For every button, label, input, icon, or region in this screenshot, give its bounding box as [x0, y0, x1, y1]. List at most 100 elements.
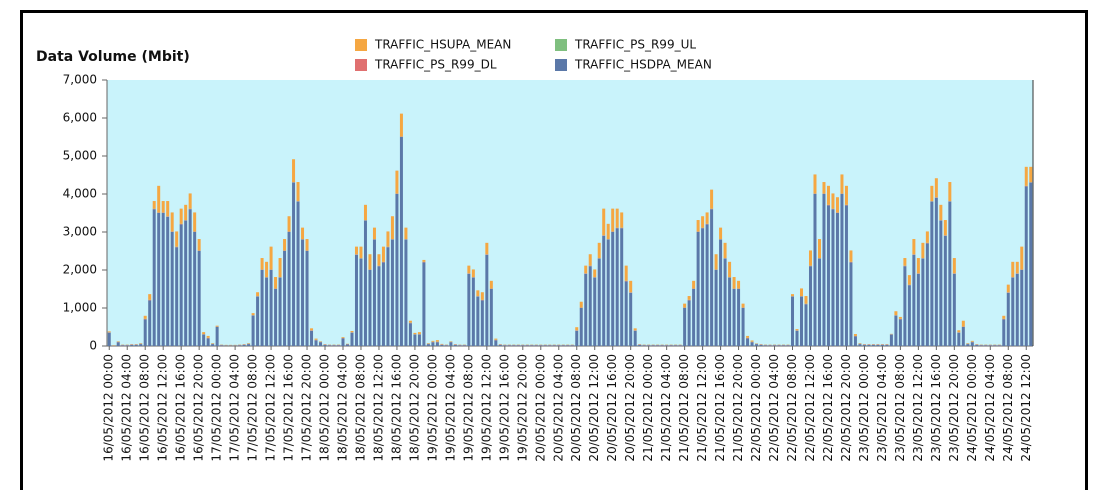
bar-segment — [737, 281, 740, 289]
bar-segment — [171, 232, 174, 346]
bar-segment — [539, 345, 542, 346]
bar-segment — [894, 311, 897, 315]
bar-segment — [778, 345, 781, 346]
bar-segment — [804, 296, 807, 304]
bar-segment — [512, 345, 515, 346]
bar-segment — [1025, 167, 1028, 186]
bar-segment — [526, 345, 529, 346]
bar-segment — [1029, 183, 1032, 346]
x-tick-label: 16/05/2012 20:00 — [192, 354, 206, 462]
bar-segment — [476, 297, 479, 346]
bar-segment — [346, 344, 349, 346]
bar-segment — [939, 205, 942, 220]
x-tick-label: 22/05/2012 04:00 — [767, 354, 781, 462]
bar-segment — [184, 205, 187, 220]
x-tick-label: 24/05/2012 12:00 — [1019, 354, 1033, 462]
bar-segment — [809, 266, 812, 346]
bar-segment — [1029, 167, 1032, 182]
x-tick-label: 20/05/2012 20:00 — [623, 354, 637, 462]
bar-segment — [598, 243, 601, 258]
bar-segment — [288, 216, 291, 231]
bar-segment — [935, 178, 938, 197]
bar-segment — [490, 289, 493, 346]
bar-segment — [755, 344, 758, 346]
bar-segment — [148, 300, 151, 346]
bar-segment — [647, 345, 650, 346]
bar-segment — [458, 345, 461, 346]
y-tick-label: 7,000 — [63, 73, 97, 87]
bar-segment — [629, 281, 632, 292]
bar-segment — [368, 270, 371, 346]
bar-segment — [719, 240, 722, 346]
y-tick-label: 0 — [89, 339, 97, 353]
bar-segment — [980, 345, 983, 346]
bar-segment — [418, 335, 421, 346]
bar-segment — [800, 288, 803, 296]
bar-segment — [998, 345, 1001, 346]
bar-segment — [683, 304, 686, 308]
legend-swatch — [355, 59, 367, 71]
bar-segment — [926, 243, 929, 346]
bar-segment — [449, 342, 452, 346]
bar-segment — [562, 345, 565, 346]
bar-segment — [256, 292, 259, 296]
legend-swatch — [555, 59, 567, 71]
bar-segment — [310, 331, 313, 346]
x-tick-label: 18/05/2012 04:00 — [335, 354, 349, 462]
bar-segment — [315, 340, 318, 346]
bar-segment — [157, 186, 160, 213]
bar-segment — [350, 331, 353, 332]
x-tick-label: 20/05/2012 12:00 — [587, 354, 601, 462]
bar-segment — [710, 190, 713, 209]
bar-segment — [1002, 319, 1005, 346]
bar-segment — [431, 342, 434, 346]
bar-segment — [903, 258, 906, 266]
bar-segment — [288, 232, 291, 346]
bar-segment — [292, 159, 295, 182]
bar-segment — [485, 243, 488, 254]
bar-segment — [202, 335, 205, 346]
bar-segment — [620, 212, 623, 227]
x-tick-label: 18/05/2012 20:00 — [407, 354, 421, 462]
bar-segment — [445, 345, 448, 346]
bar-segment — [315, 339, 318, 340]
bar-segment — [427, 344, 430, 346]
bar-segment — [144, 319, 147, 346]
bar-segment — [813, 174, 816, 193]
y-tick-label: 4,000 — [63, 187, 97, 201]
bar-segment — [733, 277, 736, 288]
bar-segment — [373, 240, 376, 346]
bar-segment — [503, 345, 506, 346]
bar-segment — [301, 240, 304, 346]
bar-segment — [400, 114, 403, 137]
bar-segment — [746, 336, 749, 338]
bar-segment — [706, 212, 709, 223]
bar-segment — [220, 345, 223, 346]
bar-segment — [827, 186, 830, 205]
x-tick-label: 24/05/2012 00:00 — [965, 354, 979, 462]
bar-segment — [333, 345, 336, 346]
x-tick-label: 16/05/2012 16:00 — [174, 354, 188, 462]
bar-segment — [166, 217, 169, 346]
bar-segment — [211, 344, 214, 346]
bar-segment — [144, 316, 147, 319]
bar-segment — [607, 240, 610, 346]
bar-segment — [575, 331, 578, 346]
x-tick-label: 24/05/2012 08:00 — [1001, 354, 1015, 462]
bar-segment — [616, 209, 619, 228]
bar-segment — [1020, 247, 1023, 270]
bar-segment — [247, 344, 250, 346]
bar-segment — [944, 220, 947, 235]
x-tick-label: 17/05/2012 12:00 — [264, 354, 278, 462]
bar-segment — [571, 345, 574, 346]
bar-segment — [589, 266, 592, 346]
x-tick-label: 21/05/2012 16:00 — [713, 354, 727, 462]
bar-segment — [921, 243, 924, 258]
x-tick-label: 21/05/2012 20:00 — [731, 354, 745, 462]
x-tick-label: 20/05/2012 00:00 — [533, 354, 547, 462]
legend-label: TRAFFIC_HSUPA_MEAN — [374, 38, 511, 52]
bar-segment — [117, 342, 120, 346]
bar-segment — [989, 345, 992, 346]
bar-segment — [679, 345, 682, 346]
bar-segment — [1007, 285, 1010, 293]
